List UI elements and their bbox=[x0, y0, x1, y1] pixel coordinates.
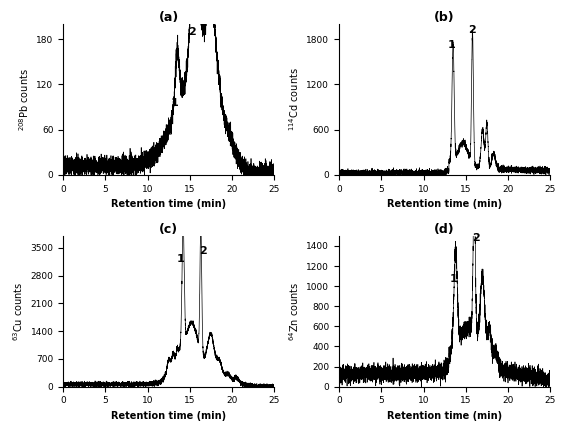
Text: 1: 1 bbox=[177, 254, 184, 264]
X-axis label: Retention time (min): Retention time (min) bbox=[111, 199, 226, 209]
X-axis label: Retention time (min): Retention time (min) bbox=[111, 411, 226, 421]
Title: (a): (a) bbox=[159, 11, 179, 24]
Text: 2: 2 bbox=[472, 233, 480, 243]
Title: (c): (c) bbox=[159, 223, 179, 236]
Y-axis label: $^{208}$Pb counts: $^{208}$Pb counts bbox=[17, 68, 31, 131]
Title: (b): (b) bbox=[434, 11, 455, 24]
Y-axis label: $^{63}$Cu counts: $^{63}$Cu counts bbox=[11, 282, 25, 341]
Text: 2: 2 bbox=[468, 25, 476, 35]
Text: 1: 1 bbox=[447, 41, 455, 51]
Text: 1: 1 bbox=[171, 98, 179, 108]
Text: 2: 2 bbox=[189, 27, 196, 37]
X-axis label: Retention time (min): Retention time (min) bbox=[387, 411, 502, 421]
X-axis label: Retention time (min): Retention time (min) bbox=[387, 199, 502, 209]
Y-axis label: $^{64}$Zn counts: $^{64}$Zn counts bbox=[287, 282, 301, 341]
Text: 1: 1 bbox=[449, 274, 457, 284]
Title: (d): (d) bbox=[434, 223, 455, 236]
Y-axis label: $^{114}$Cd counts: $^{114}$Cd counts bbox=[287, 67, 301, 131]
Text: 2: 2 bbox=[198, 246, 206, 256]
